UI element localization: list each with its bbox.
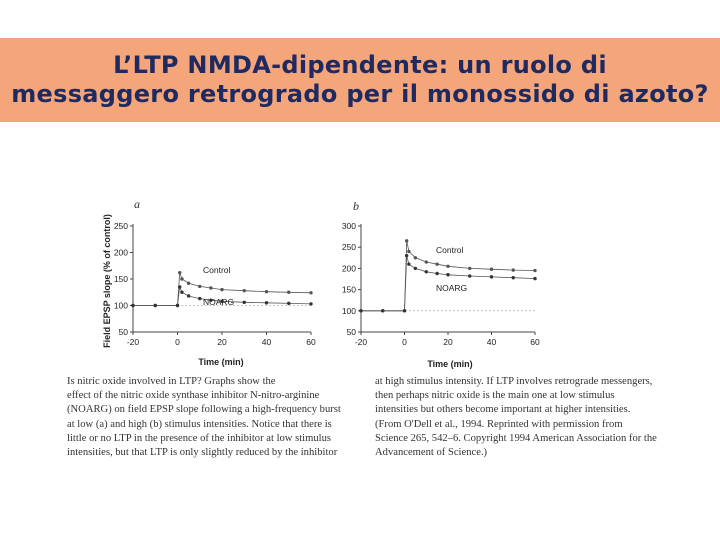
data-point-control xyxy=(264,290,269,294)
data-point-control xyxy=(446,264,450,268)
caption-line: at low (a) and high (b) stimulus intensi… xyxy=(67,418,332,430)
y-tick-label: 250 xyxy=(342,242,356,252)
y-tick-label: 150 xyxy=(342,285,356,295)
caption-line: then perhaps nitric oxide is the main on… xyxy=(375,390,615,402)
data-point-control xyxy=(511,268,515,272)
x-tick-label: 60 xyxy=(530,337,540,347)
data-point-noarg xyxy=(446,273,450,277)
caption-line: Is nitric oxide involved in LTP? Graphs … xyxy=(67,376,276,387)
data-point-noarg xyxy=(242,300,246,305)
slide-title: L’LTP NMDA-dipendente: un ruolo di messa… xyxy=(11,51,709,109)
y-axis-label: Field EPSP slope (% of control) xyxy=(102,214,112,348)
data-point-control xyxy=(489,267,494,271)
data-point-noarg xyxy=(407,262,411,266)
data-point-noarg xyxy=(209,298,213,302)
data-point-noarg xyxy=(402,309,407,313)
data-point-noarg xyxy=(178,285,182,289)
caption-line: intensities but others become important … xyxy=(375,404,631,416)
data-point-noarg xyxy=(381,309,385,313)
caption-line: Science 265, 542–6. Copyright 1994 Ameri… xyxy=(375,432,657,444)
x-tick-label: 20 xyxy=(443,337,453,347)
caption-line: little or no LTP in the presence of the … xyxy=(67,432,332,444)
ltp-figure: Field EPSP slope (% of control) a b Time… xyxy=(98,193,568,373)
data-point-noarg xyxy=(153,303,157,308)
data-point-noarg xyxy=(186,294,191,298)
data-point-noarg xyxy=(489,275,494,279)
series-label-control: Control xyxy=(436,245,464,255)
data-point-noarg xyxy=(198,296,202,301)
x-axis-label-b: Time (min) xyxy=(427,359,472,369)
data-point-noarg xyxy=(435,271,439,276)
data-point-noarg xyxy=(131,303,135,308)
data-point-control xyxy=(287,290,291,294)
x-tick-label: -20 xyxy=(355,337,368,347)
caption-line: effect of the nitric oxide synthase inhi… xyxy=(67,390,320,402)
y-tick-label: 100 xyxy=(114,301,128,311)
data-point-noarg xyxy=(287,301,291,306)
slide-title-line-1: L’LTP NMDA-dipendente: un ruolo di xyxy=(113,51,607,79)
caption-line: Advancement of Science.) xyxy=(375,447,488,459)
caption-line: intensities, but that LTP is only slight… xyxy=(67,447,338,459)
data-point-control xyxy=(309,291,313,295)
data-point-noarg xyxy=(309,302,313,306)
caption-line: (NOARG) on field EPSP slope following a … xyxy=(67,404,341,416)
y-tick-label: 250 xyxy=(114,221,128,231)
data-point-control xyxy=(220,287,224,292)
y-tick-label: 100 xyxy=(342,306,356,316)
data-point-control xyxy=(186,281,191,285)
y-tick-label: 50 xyxy=(119,327,129,337)
data-point-noarg xyxy=(180,290,184,294)
data-point-control xyxy=(242,288,246,293)
data-point-control xyxy=(407,249,411,254)
data-point-control xyxy=(178,270,182,275)
data-point-control xyxy=(180,277,184,281)
x-tick-label: 0 xyxy=(402,337,407,347)
x-tick-label: 20 xyxy=(217,337,227,347)
y-tick-label: 50 xyxy=(347,327,357,337)
x-tick-label: 40 xyxy=(262,337,272,347)
data-point-control xyxy=(424,260,428,264)
data-point-noarg xyxy=(264,301,269,305)
data-point-noarg xyxy=(175,303,180,308)
caption-line: at high stimulus intensity. If LTP invol… xyxy=(375,376,653,387)
x-tick-label: 0 xyxy=(175,337,180,347)
data-point-noarg xyxy=(413,266,418,271)
data-point-noarg xyxy=(404,253,409,258)
data-point-control xyxy=(533,268,537,273)
data-point-control xyxy=(413,256,418,260)
figure-caption-right: at high stimulus intensity. If LTP invol… xyxy=(375,375,657,460)
data-point-noarg xyxy=(359,309,363,313)
figure-plots: Field EPSP slope (% of control) a b Time… xyxy=(102,197,540,369)
data-point-noarg xyxy=(424,270,428,274)
x-tick-label: 40 xyxy=(487,337,497,347)
data-point-noarg xyxy=(533,276,537,281)
x-axis-label-a: Time (min) xyxy=(198,357,243,367)
data-point-noarg xyxy=(511,276,515,280)
title-banner: L’LTP NMDA-dipendente: un ruolo di messa… xyxy=(0,38,720,122)
series-label-control: Control xyxy=(203,265,231,275)
panel-letter-a: a xyxy=(134,197,140,211)
data-point-control xyxy=(209,286,213,290)
data-point-control xyxy=(198,284,202,289)
slide-title-line-2: messaggero retrogrado per il monossido d… xyxy=(11,80,709,108)
y-tick-label: 200 xyxy=(114,248,128,258)
data-point-noarg xyxy=(220,299,224,303)
y-tick-label: 200 xyxy=(342,263,356,273)
x-tick-label: -20 xyxy=(127,337,140,347)
series-label-noarg: NOARG xyxy=(436,283,467,293)
y-tick-label: 300 xyxy=(342,221,356,231)
data-point-control xyxy=(435,262,439,266)
data-point-control xyxy=(468,266,472,271)
panel-letter-b: b xyxy=(353,199,359,213)
data-point-control xyxy=(404,239,409,243)
y-tick-label: 150 xyxy=(114,274,128,284)
x-tick-label: 60 xyxy=(306,337,316,347)
series-label-noarg: NOARG xyxy=(203,297,234,307)
caption-line: (From O'Dell et al., 1994. Reprinted wit… xyxy=(375,418,623,430)
figure-caption-left: Is nitric oxide involved in LTP? Graphs … xyxy=(67,375,341,460)
data-point-noarg xyxy=(468,274,472,278)
